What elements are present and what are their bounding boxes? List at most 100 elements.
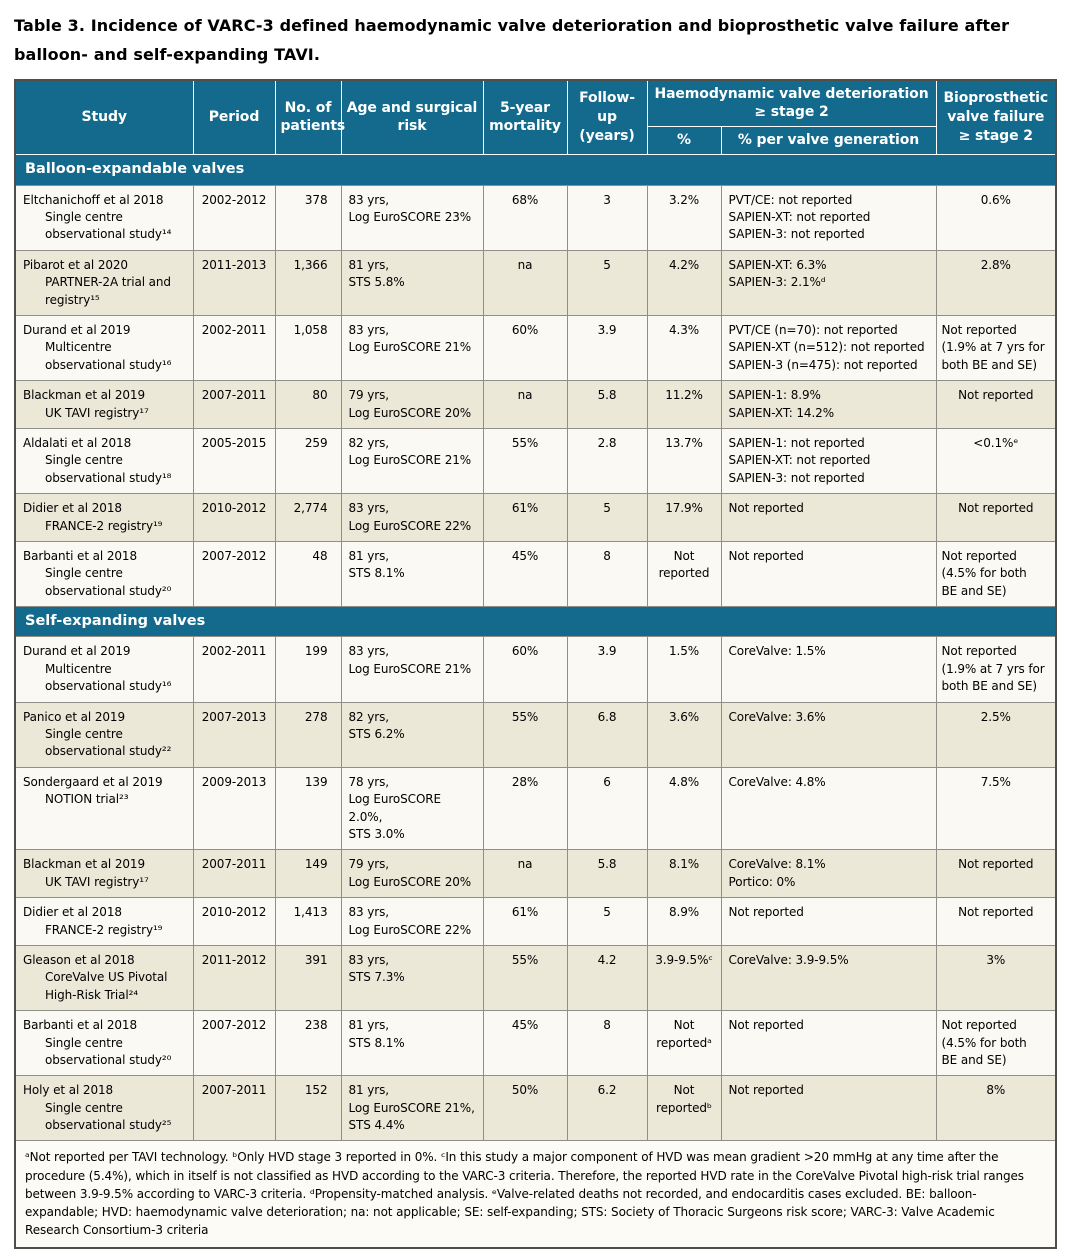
followup-cell: 5.8 — [566, 380, 648, 429]
table-row: Gleason et al 2018 CoreValve US Pivotal Hi… — [14, 944, 1057, 1012]
hvd-percent-cell: 11.2% — [646, 380, 722, 429]
study-cell: Eltchanichoff et al 2018 Single centre obs… — [14, 184, 194, 251]
followup-cell: 3.9 — [566, 636, 648, 703]
table-row: Barbanti et al 2018 Single centre observat… — [14, 1010, 1057, 1077]
followup-cell: 6.2 — [566, 1075, 648, 1142]
bvf-cell: 2.8% — [935, 249, 1057, 317]
age-risk-cell: 81 yrs, STS 8.1% — [340, 540, 484, 608]
bvf-cell: Not reported — [935, 380, 1057, 429]
hvd-percent-cell: 13.7% — [646, 427, 722, 495]
followup-cell: 6.8 — [566, 701, 648, 768]
mortality-cell: 68% — [482, 184, 568, 251]
patients-cell: 238 — [274, 1010, 342, 1077]
hvd-generation-cell: Not reported — [720, 1010, 937, 1077]
mortality-cell: 28% — [482, 766, 568, 851]
bvf-cell: Not reported (4.5% for both BE and SE) — [935, 540, 1057, 608]
hvd-percent-cell: 8.9% — [646, 897, 722, 946]
period-cell: 2007-2012 — [192, 1010, 276, 1077]
followup-cell: 3 — [566, 184, 648, 251]
mortality-cell: na — [482, 249, 568, 317]
mortality-cell: 60% — [482, 314, 568, 382]
hvd-percent-cell: 3.6% — [646, 701, 722, 768]
col-header-period: Period — [192, 79, 276, 156]
study-cell: Barbanti et al 2018 Single centre observat… — [14, 540, 194, 608]
col-header-followup: Follow-up (years) — [566, 79, 648, 156]
table-row: Pibarot et al 2020 PARTNER-2A trial and re… — [14, 249, 1057, 317]
period-cell: 2005-2015 — [192, 427, 276, 495]
table-row: Durand et al 2019 Multicentre observationa… — [14, 314, 1057, 382]
table-row: Didier et al 2018 FRANCE-2 registry¹⁹ 2010… — [14, 897, 1057, 946]
col-header-hvd-per-generation: % per valve generation — [720, 126, 937, 156]
hvd-percent-cell: 3.2% — [646, 184, 722, 251]
patients-cell: 152 — [274, 1075, 342, 1142]
table-row: Blackman et al 2019 UK TAVI registry¹⁷ 200… — [14, 849, 1057, 899]
followup-cell: 4.2 — [566, 944, 648, 1012]
followup-cell: 8 — [566, 540, 648, 608]
period-cell: 2011-2013 — [192, 249, 276, 317]
mortality-cell: 55% — [482, 701, 568, 768]
data-table: Study Period No. of patients Age and sur… — [14, 78, 1058, 1249]
hvd-percent-cell: 1.5% — [646, 636, 722, 703]
period-cell: 2007-2013 — [192, 701, 276, 768]
hvd-percent-cell: 3.9-9.5%ᶜ — [646, 944, 722, 1012]
hvd-percent-cell: Not reported — [646, 540, 722, 608]
period-cell: 2007-2011 — [192, 380, 276, 429]
mortality-cell: 60% — [482, 636, 568, 703]
hvd-generation-cell: CoreValve: 1.5% — [720, 636, 937, 703]
patients-cell: 278 — [274, 701, 342, 768]
age-risk-cell: 83 yrs, Log EuroSCORE 22% — [340, 897, 484, 946]
patients-cell: 199 — [274, 636, 342, 703]
study-cell: Durand et al 2019 Multicentre observationa… — [14, 636, 194, 703]
patients-cell: 378 — [274, 184, 342, 251]
mortality-cell: 55% — [482, 427, 568, 495]
patients-cell: 2,774 — [274, 493, 342, 542]
bvf-cell: 8% — [935, 1075, 1057, 1142]
table-row: Sondergaard et al 2019 NOTION trial²³ 2009… — [14, 766, 1057, 851]
study-cell: Blackman et al 2019 UK TAVI registry¹⁷ — [14, 380, 194, 429]
age-risk-cell: 78 yrs, Log EuroSCORE 2.0%, STS 3.0% — [340, 766, 484, 851]
hvd-generation-cell: PVT/CE (n=70): not reported SAPIEN-XT (n… — [720, 314, 937, 382]
hvd-generation-cell: CoreValve: 8.1% Portico: 0% — [720, 849, 937, 899]
hvd-generation-cell: Not reported — [720, 1075, 937, 1142]
patients-cell: 391 — [274, 944, 342, 1012]
age-risk-cell: 82 yrs, STS 6.2% — [340, 701, 484, 768]
hvd-percent-cell: 4.8% — [646, 766, 722, 851]
bvf-cell: Not reported — [935, 897, 1057, 946]
age-risk-cell: 79 yrs, Log EuroSCORE 20% — [340, 380, 484, 429]
period-cell: 2002-2011 — [192, 314, 276, 382]
page-title: Table 3. Incidence of VARC-3 defined hae… — [14, 16, 1010, 64]
hvd-generation-cell: CoreValve: 3.6% — [720, 701, 937, 768]
study-cell: Pibarot et al 2020 PARTNER-2A trial and re… — [14, 249, 194, 317]
table-row: Blackman et al 2019 UK TAVI registry¹⁷ 200… — [14, 380, 1057, 429]
study-cell: Didier et al 2018 FRANCE-2 registry¹⁹ — [14, 493, 194, 542]
bvf-cell: 3% — [935, 944, 1057, 1012]
table-row: Holy et al 2018 Single centre observationa… — [14, 1075, 1057, 1142]
hvd-percent-cell: 4.2% — [646, 249, 722, 317]
study-cell: Gleason et al 2018 CoreValve US Pivotal Hi… — [14, 944, 194, 1012]
study-cell: Holy et al 2018 Single centre observationa… — [14, 1075, 194, 1142]
section-header: Balloon-expandable valves — [14, 154, 1057, 186]
period-cell: 2007-2011 — [192, 849, 276, 899]
bvf-cell: 2.5% — [935, 701, 1057, 768]
age-risk-cell: 83 yrs, Log EuroSCORE 21% — [340, 314, 484, 382]
col-header-study: Study — [14, 79, 194, 156]
col-header-bvf: Bioprosthetic valve failure ≥ stage 2 — [935, 79, 1057, 156]
hvd-percent-cell: 8.1% — [646, 849, 722, 899]
study-cell: Panico et al 2019 Single centre observatio… — [14, 701, 194, 768]
col-header-hvd-percent: % — [646, 126, 722, 156]
study-cell: Aldalati et al 2018 Single centre observat… — [14, 427, 194, 495]
age-risk-cell: 83 yrs, Log EuroSCORE 21% — [340, 636, 484, 703]
study-cell: Didier et al 2018 FRANCE-2 registry¹⁹ — [14, 897, 194, 946]
hvd-generation-cell: PVT/CE: not reported SAPIEN-XT: not repo… — [720, 184, 937, 251]
hvd-generation-cell: Not reported — [720, 897, 937, 946]
hvd-percent-cell: 4.3% — [646, 314, 722, 382]
table-row: Barbanti et al 2018 Single centre observat… — [14, 540, 1057, 608]
patients-cell: 80 — [274, 380, 342, 429]
table-body: Balloon-expandable valves Eltchanichoff e… — [14, 154, 1057, 1142]
followup-cell: 2.8 — [566, 427, 648, 495]
patients-cell: 1,058 — [274, 314, 342, 382]
period-cell: 2011-2012 — [192, 944, 276, 1012]
hvd-generation-cell: SAPIEN-1: 8.9% SAPIEN-XT: 14.2% — [720, 380, 937, 429]
bvf-cell: Not reported — [935, 849, 1057, 899]
col-header-hvd-group: Haemodynamic valve deterioration ≥ stage… — [646, 79, 937, 128]
